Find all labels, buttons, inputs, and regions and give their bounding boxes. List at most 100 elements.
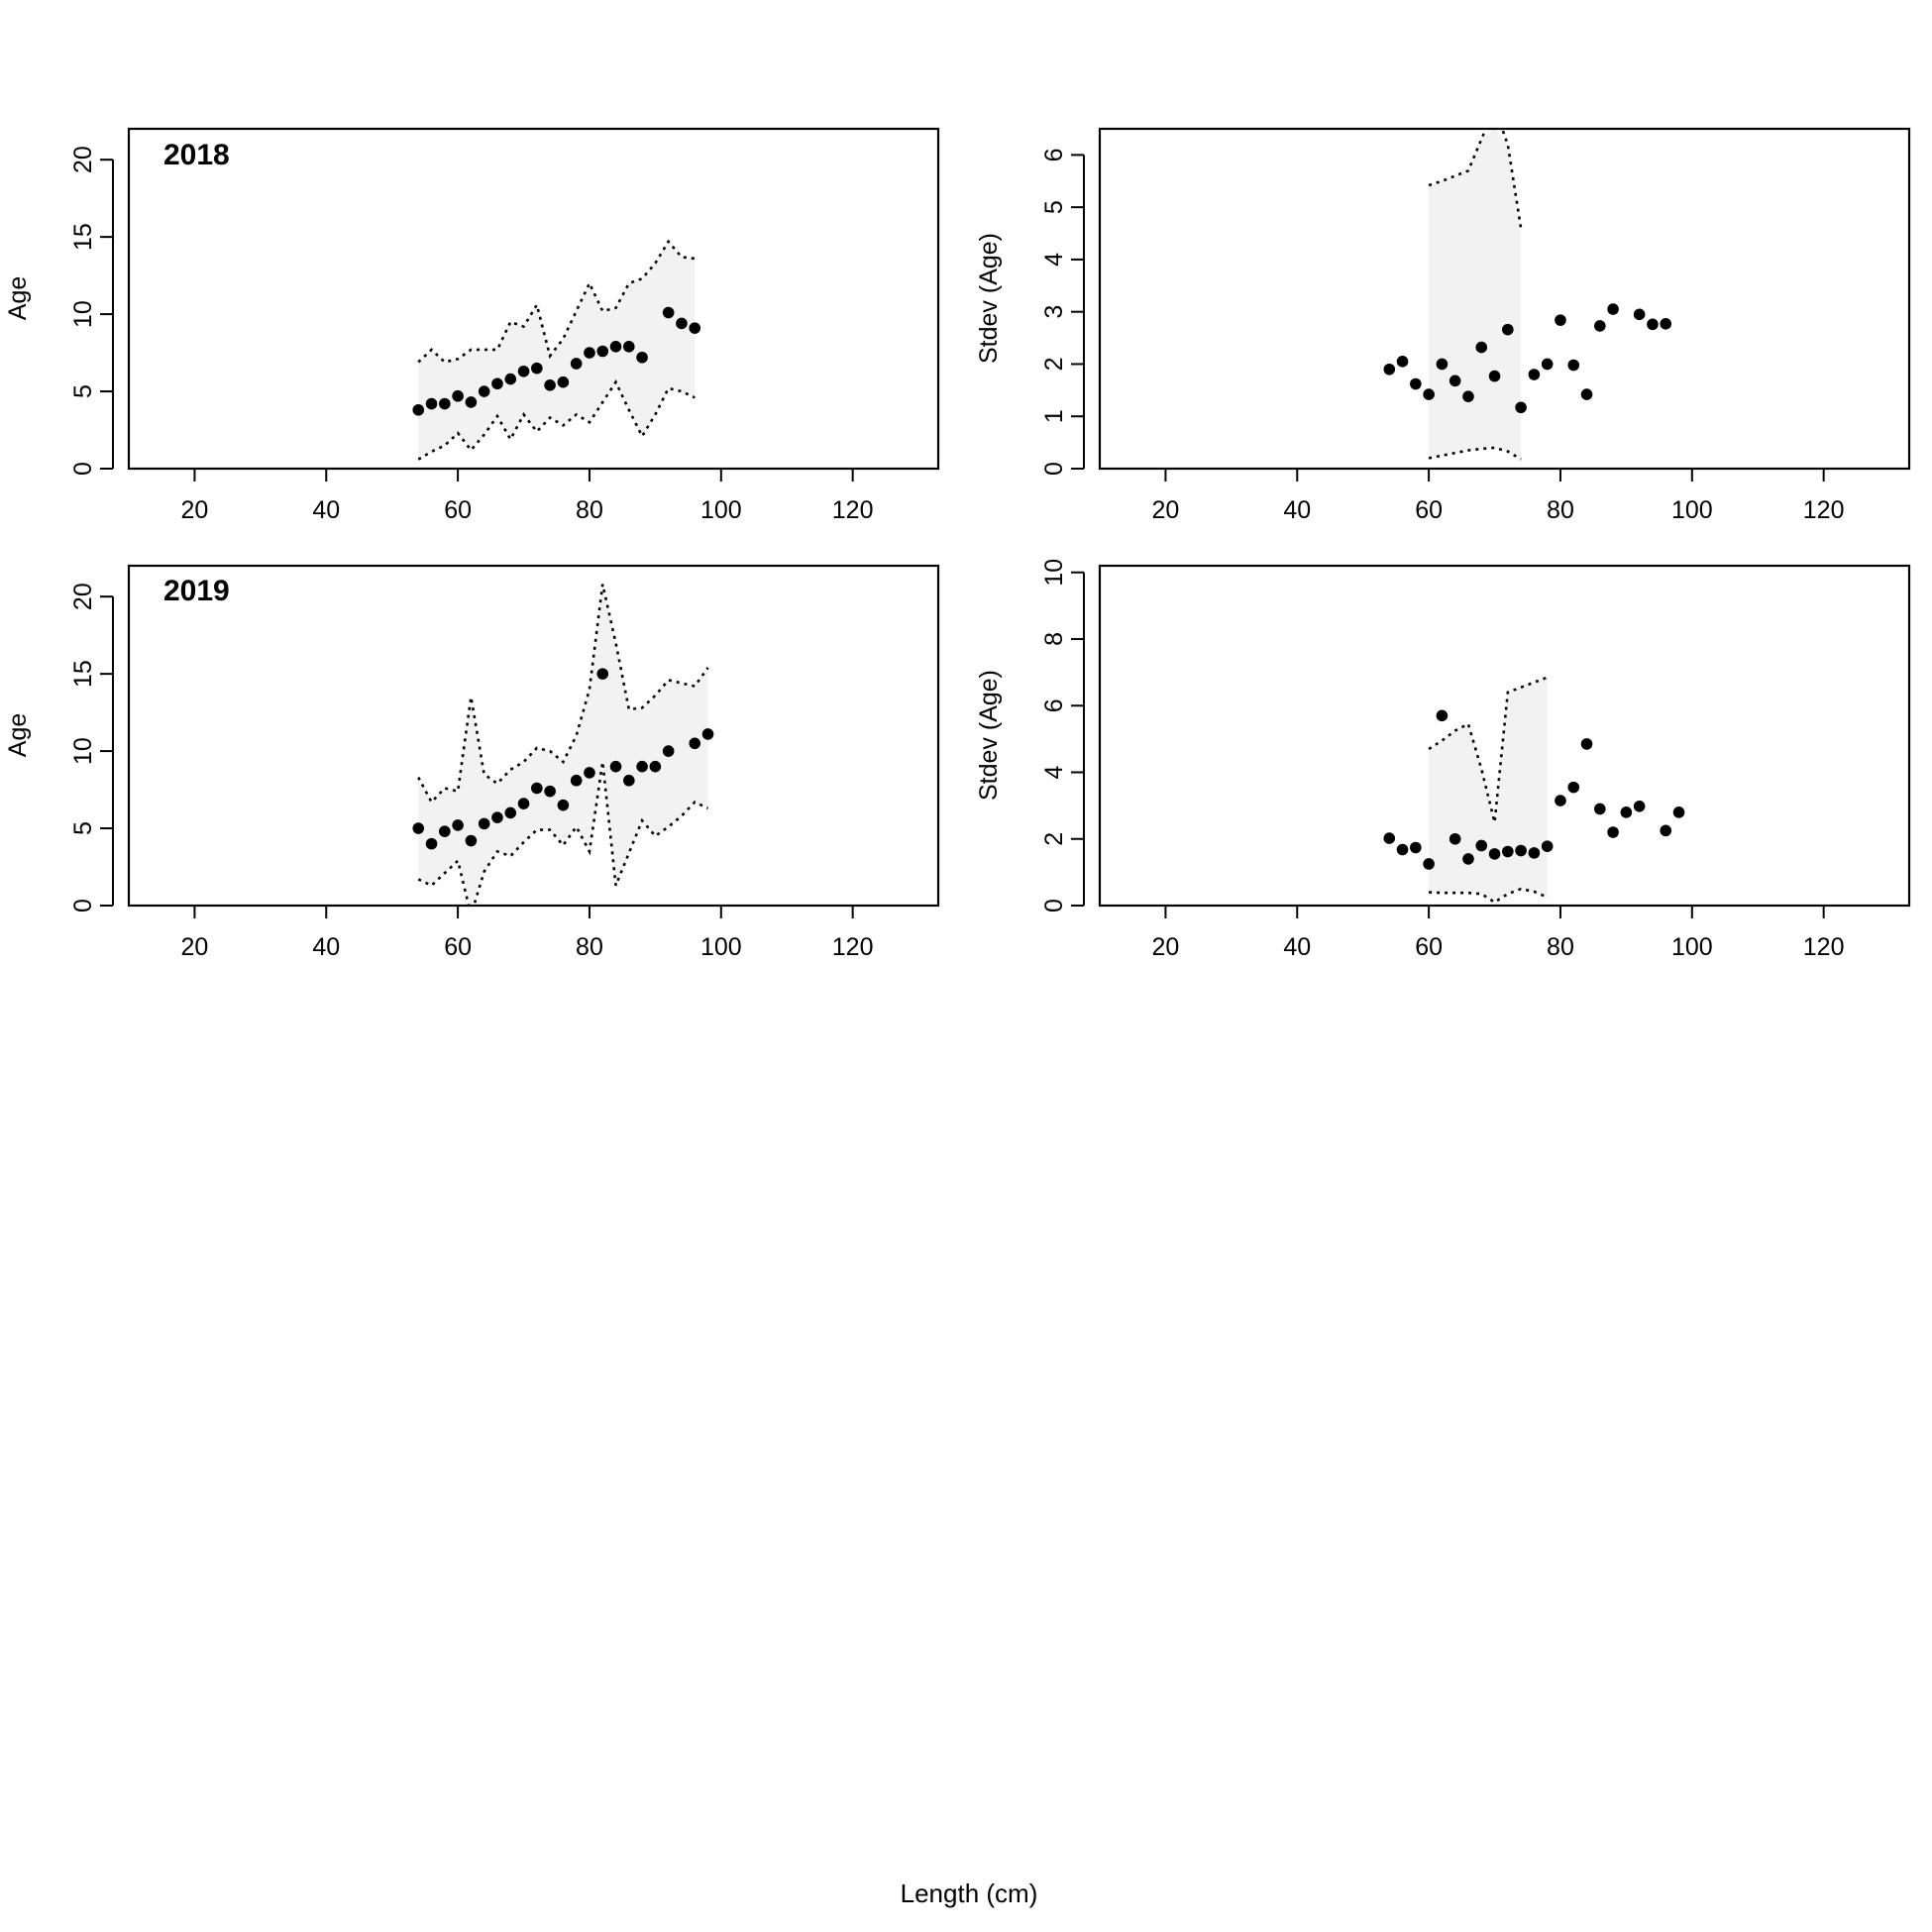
x-tick-label: 120 <box>832 496 874 524</box>
data-point <box>1488 848 1501 860</box>
data-point <box>596 668 609 680</box>
data-point <box>1449 832 1461 845</box>
y-axis-title: Stdev (Age) <box>975 233 1003 364</box>
y-tick-label: 3 <box>1040 305 1068 319</box>
panel-stdev-age-2019: Stdev (Age) 20 40 60 80 100 120 0 2 4 6 8 10 <box>975 559 1911 961</box>
data-point <box>544 785 556 798</box>
data-point <box>412 822 425 834</box>
x-tick-label: 80 <box>1547 933 1574 961</box>
y-tick-label: 2 <box>1040 358 1068 372</box>
data-point <box>1383 832 1396 844</box>
y-tick-label: 15 <box>69 660 97 688</box>
x-tick-label: 100 <box>700 933 742 961</box>
confidence-band <box>1429 129 1522 460</box>
data-point <box>1633 308 1646 321</box>
x-tick-label: 60 <box>1415 933 1443 961</box>
data-point <box>1607 303 1619 315</box>
plot-area <box>1383 129 1672 461</box>
data-point <box>1633 800 1646 812</box>
x-tick-label: 40 <box>312 933 340 961</box>
data-point <box>465 396 478 408</box>
data-point <box>531 782 543 795</box>
panel-title: 2019 <box>163 575 230 607</box>
plot-area <box>412 239 701 461</box>
data-point <box>662 306 675 319</box>
data-point <box>689 737 701 750</box>
x-tick-label: 80 <box>1547 496 1574 524</box>
confidence-band <box>1429 677 1548 903</box>
lower-bound-line <box>1429 887 1549 905</box>
y-tick-label: 5 <box>69 821 97 835</box>
y-tick-label: 5 <box>1040 200 1068 214</box>
data-point <box>1515 844 1527 857</box>
data-point <box>452 389 464 402</box>
x-tick-label: 80 <box>576 933 603 961</box>
data-point <box>412 403 425 416</box>
data-point <box>1541 840 1554 852</box>
y-tick-label: 15 <box>69 223 97 251</box>
data-point <box>425 397 438 410</box>
confidence-band <box>418 584 708 906</box>
x-tick-label: 60 <box>444 933 472 961</box>
x-tick-label: 60 <box>444 496 472 524</box>
data-point <box>439 397 451 410</box>
data-point <box>1515 401 1527 414</box>
data-point <box>1423 858 1435 870</box>
data-point <box>1383 363 1396 376</box>
data-point <box>517 798 530 809</box>
data-point <box>1541 358 1554 371</box>
data-point <box>531 362 543 375</box>
y-tick-label: 10 <box>69 737 97 765</box>
data-point <box>557 799 570 811</box>
data-point <box>649 760 662 773</box>
data-point <box>1555 314 1566 326</box>
data-point <box>570 358 583 370</box>
upper-bound-line <box>1428 676 1549 823</box>
plot-frame <box>127 564 940 908</box>
y-tick-label: 20 <box>69 583 97 610</box>
data-point <box>1528 847 1541 859</box>
y-tick-label: 0 <box>1040 899 1068 912</box>
data-point <box>557 376 570 388</box>
y-axis-title: Age <box>4 276 32 320</box>
y-axis-title: Age <box>4 713 32 757</box>
plot-area <box>412 584 714 906</box>
panel-mean-age-2019: 2019 Age 20 40 60 80 100 120 0 5 10 15 20 <box>4 564 940 961</box>
data-point <box>1488 370 1501 382</box>
data-point <box>689 322 701 334</box>
data-point <box>1567 359 1580 372</box>
y-tick-label: 6 <box>1040 148 1068 161</box>
data-point <box>662 745 675 757</box>
y-tick-label: 0 <box>69 462 97 476</box>
panel-stdev-age-2018: Stdev (Age) 20 40 60 80 100 120 0 1 2 3 4 5 6 <box>975 127 1911 524</box>
data-point <box>1475 839 1488 852</box>
y-tick-label: 0 <box>69 899 97 912</box>
data-point <box>1396 356 1409 368</box>
data-point <box>1660 318 1672 330</box>
x-tick-label: 80 <box>576 496 603 524</box>
data-point <box>584 767 595 779</box>
x-tick-label: 120 <box>1803 933 1845 961</box>
data-point <box>1647 318 1659 331</box>
data-point <box>1502 323 1514 336</box>
data-point <box>701 728 714 740</box>
data-point <box>425 837 438 850</box>
x-tick-label: 20 <box>181 933 209 961</box>
data-point <box>1660 824 1672 837</box>
x-tick-label: 20 <box>181 496 209 524</box>
confidence-band <box>418 241 696 460</box>
data-point <box>491 811 503 823</box>
data-point <box>439 825 451 837</box>
y-tick-label: 8 <box>1040 632 1068 646</box>
x-tick-label: 20 <box>1152 933 1180 961</box>
data-point <box>1594 803 1606 815</box>
data-point <box>623 341 635 353</box>
data-point <box>504 373 517 385</box>
upper-bound-line <box>417 584 709 805</box>
y-tick-label: 20 <box>69 146 97 173</box>
data-point <box>1620 806 1633 818</box>
data-point <box>1396 843 1409 856</box>
x-tick-label: 40 <box>312 496 340 524</box>
data-point <box>544 379 556 391</box>
